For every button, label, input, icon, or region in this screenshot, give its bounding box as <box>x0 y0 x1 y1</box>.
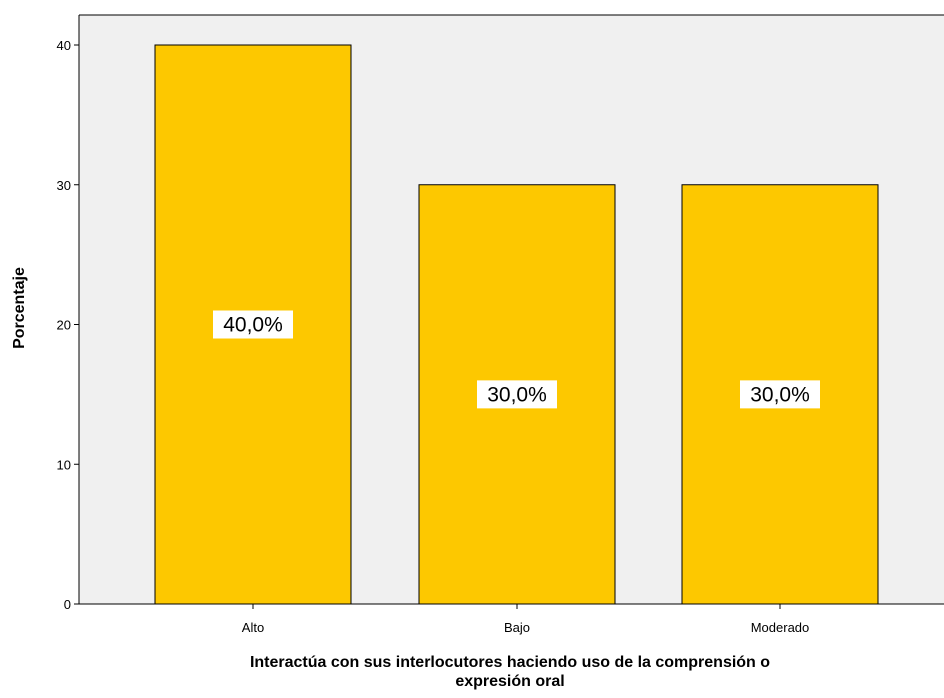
x-ticks-group: Alto Bajo Moderado <box>242 604 809 635</box>
x-tick-label-bajo: Bajo <box>504 620 530 635</box>
axes-group <box>78 14 944 605</box>
y-tick-label-10: 10 <box>57 457 71 472</box>
data-label-moderado: 30,0% <box>750 383 810 406</box>
data-labels-group: 40,0% 30,0% 30,0% <box>213 310 820 409</box>
x-axis-title-line-1: Interactúa con sus interlocutores hacien… <box>250 654 770 671</box>
data-label-box-bajo <box>477 380 557 409</box>
data-label-box-moderado <box>740 380 820 409</box>
data-label-box-alto <box>213 310 293 339</box>
data-label-bajo: 30,0% <box>487 383 547 406</box>
y-ticks-group: 0 10 20 30 40 <box>57 38 79 612</box>
x-axis-title-line-2: expresión oral <box>455 673 564 690</box>
x-tick-label-moderado: Moderado <box>751 620 810 635</box>
y-tick-label-20: 20 <box>57 318 71 333</box>
y-tick-label-40: 40 <box>57 38 71 53</box>
y-tick-label-30: 30 <box>57 178 71 193</box>
y-tick-label-0: 0 <box>64 597 71 612</box>
data-label-alto: 40,0% <box>223 314 283 337</box>
x-tick-label-alto: Alto <box>242 620 264 635</box>
y-axis-title: Porcentaje <box>11 267 28 349</box>
